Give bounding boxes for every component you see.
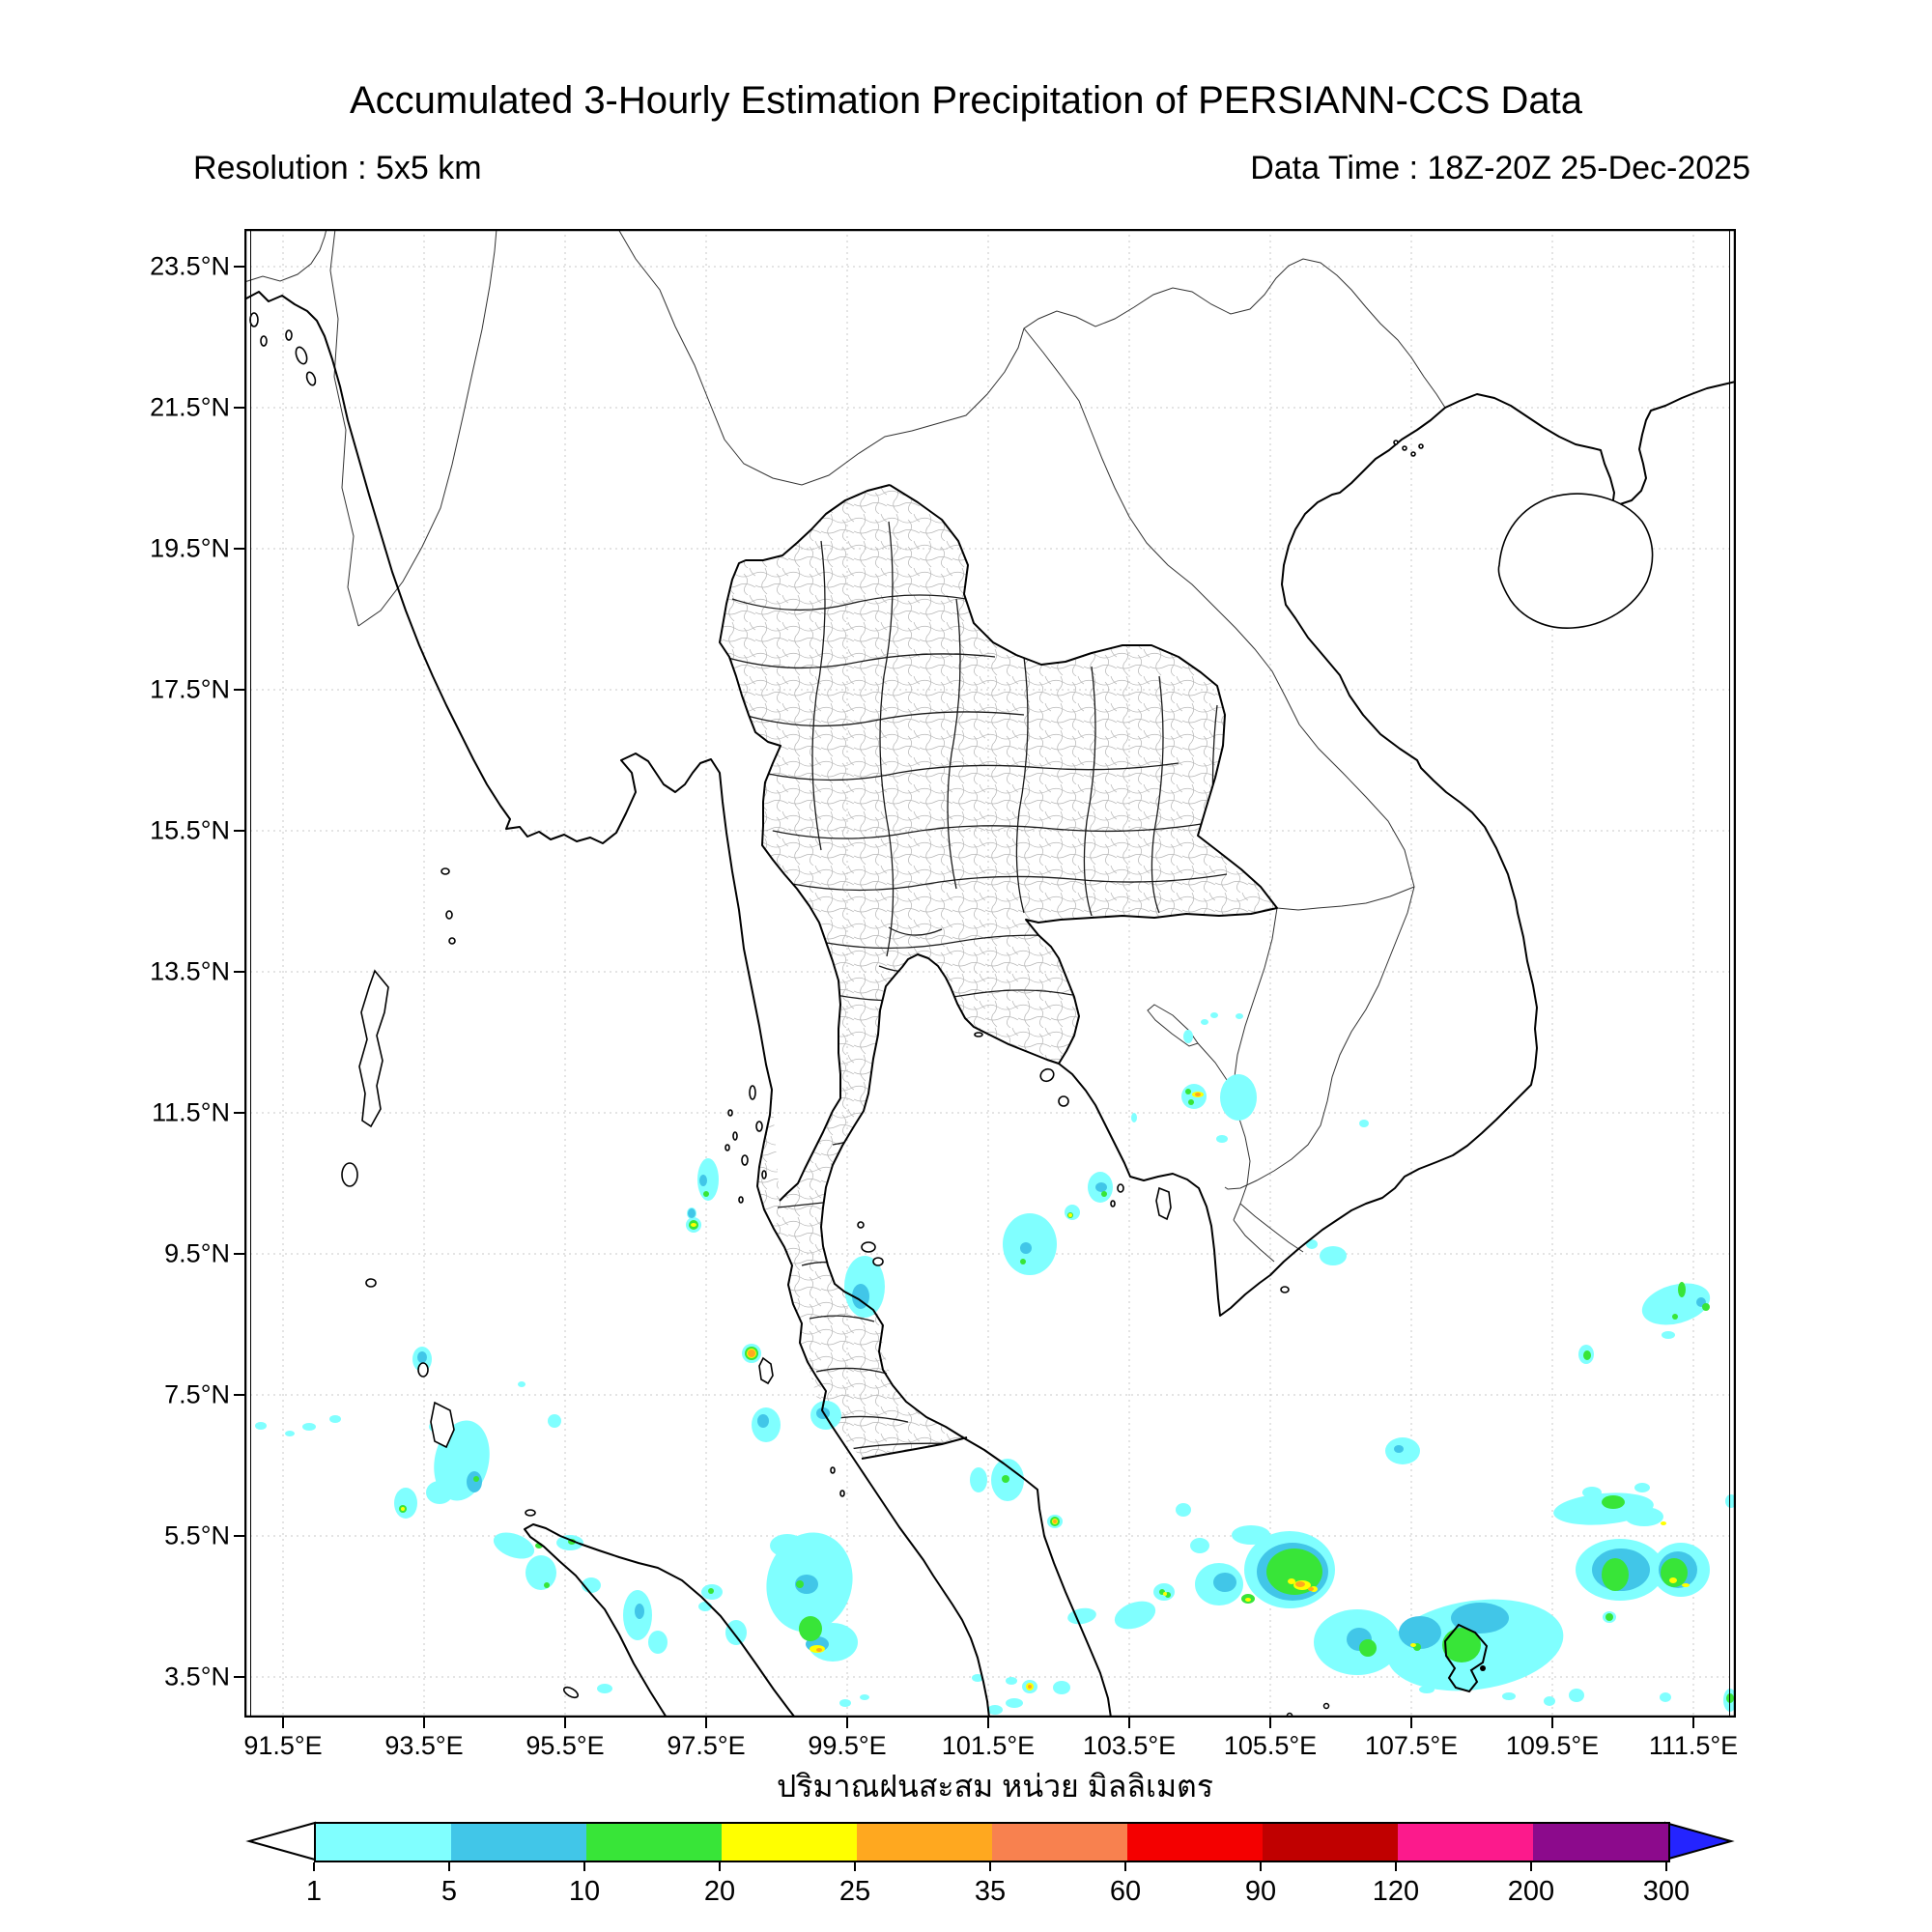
lon-tick-mark [705, 1718, 707, 1728]
islands [249, 312, 1654, 1699]
colorbar-tick-mark [1124, 1862, 1126, 1871]
colorbar-tick-label: 90 [1244, 1876, 1277, 1907]
lon-tick-label: 105.5°E [1223, 1731, 1318, 1760]
lon-tick-mark [564, 1718, 566, 1728]
colorbar-tick-label: 35 [974, 1876, 1007, 1907]
lon-tick-mark [987, 1718, 989, 1728]
resolution-label: Resolution : 5x5 km [193, 150, 482, 186]
colorbar-tick-label: 20 [703, 1876, 736, 1907]
phu-quoc-island [1155, 1186, 1172, 1221]
lon-tick-mark [1128, 1718, 1130, 1728]
lat-tick-mark [234, 1112, 244, 1114]
lon-tick-label: 109.5°E [1505, 1731, 1600, 1760]
colorbar-tick-mark [854, 1862, 856, 1871]
lat-tick-label: 19.5°N [150, 533, 230, 563]
lat-tick-mark [234, 266, 244, 268]
hainan-island [1497, 493, 1654, 629]
colorbar-segment [1398, 1824, 1533, 1861]
lat-tick-label: 15.5°N [150, 815, 230, 845]
lon-tick-label: 111.5°E [1648, 1731, 1739, 1760]
colorbar-tick-mark [448, 1862, 450, 1871]
colorbar-tick-mark [719, 1862, 721, 1871]
thai-units-caption: ปริมาณฝนสะสม หน่วย มิลลิเมตร [777, 1769, 1213, 1804]
lat-tick-label: 5.5°N [164, 1520, 230, 1550]
lat-tick-label: 3.5°N [164, 1662, 230, 1691]
colorbar-tick-label: 120 [1372, 1876, 1420, 1907]
colorbar-segment [451, 1824, 586, 1861]
lat-tick-mark [234, 1535, 244, 1537]
lon-tick-label: 95.5°E [526, 1731, 605, 1760]
lon-tick-mark [1410, 1718, 1412, 1728]
lat-tick-mark [234, 548, 244, 550]
colorbar-segment [316, 1824, 451, 1861]
lon-tick-label: 97.5°E [667, 1731, 746, 1760]
lon-tick-label: 103.5°E [1082, 1731, 1177, 1760]
lon-tick-mark [1692, 1718, 1694, 1728]
lat-tick-label: 23.5°N [150, 251, 230, 281]
colorbar-under-arrow [245, 1821, 316, 1861]
precip-25-35mm [748, 1093, 1314, 1689]
andaman-islands [358, 969, 389, 1128]
lat-tick-mark [234, 830, 244, 832]
colorbar-tick-label: 5 [440, 1876, 458, 1907]
colorbar-tick-label: 60 [1109, 1876, 1142, 1907]
data-time-label: Data Time : 18Z-20Z 25-Dec-2025 [1250, 150, 1750, 186]
colorbar-segment [1263, 1824, 1398, 1861]
lon-tick-mark [1269, 1718, 1271, 1728]
colorbar-tick-label: 1 [305, 1876, 323, 1907]
lon-tick-label: 91.5°E [243, 1731, 323, 1760]
lon-tick-mark [423, 1718, 425, 1728]
lon-tick-mark [846, 1718, 848, 1728]
colorbar [314, 1822, 1670, 1862]
colorbar-segment [857, 1824, 992, 1861]
colorbar-tick-mark [583, 1862, 585, 1871]
lat-tick-mark [234, 1253, 244, 1255]
phuket-island [758, 1356, 774, 1385]
precipitation-map [244, 229, 1736, 1718]
colorbar-segment [1533, 1824, 1668, 1861]
colorbar-tick-mark [989, 1862, 991, 1871]
colorbar-tick-label: 25 [838, 1876, 871, 1907]
lon-tick-mark [1551, 1718, 1553, 1728]
thailand-outline [719, 484, 1278, 1460]
colorbar-tick-mark [1260, 1862, 1262, 1871]
colorbar-over-arrow [1664, 1821, 1735, 1861]
lat-tick-label: 13.5°N [150, 956, 230, 986]
natuna-island [1286, 1623, 1489, 1718]
colorbar-tick-mark [1530, 1862, 1532, 1871]
lon-tick-label: 101.5°E [941, 1731, 1036, 1760]
colorbar-tick-mark [1665, 1862, 1667, 1871]
lat-tick-label: 21.5°N [150, 392, 230, 422]
lat-tick-label: 11.5°N [152, 1097, 230, 1127]
precip-10-20mm [399, 1089, 1734, 1703]
colorbar-segment [1127, 1824, 1263, 1861]
lon-tick-label: 93.5°E [384, 1731, 464, 1760]
lat-tick-mark [234, 689, 244, 691]
colorbar-segment [586, 1824, 722, 1861]
lat-tick-mark [234, 1394, 244, 1396]
colorbar-tick-label: 10 [568, 1876, 601, 1907]
lat-tick-mark [234, 1676, 244, 1678]
colorbar-tick-mark [1395, 1862, 1397, 1871]
lat-tick-label: 9.5°N [164, 1238, 230, 1268]
colorbar-tick-label: 300 [1642, 1876, 1690, 1907]
map-frame [244, 229, 1736, 1718]
lat-tick-mark [234, 971, 244, 973]
lat-tick-mark [234, 407, 244, 409]
colorbar-tick-label: 200 [1507, 1876, 1555, 1907]
lon-tick-mark [282, 1718, 284, 1728]
colorbar-segment [992, 1824, 1127, 1861]
precipitation-cells [255, 1012, 1736, 1715]
lon-tick-label: 107.5°E [1364, 1731, 1459, 1760]
page-title: Accumulated 3-Hourly Estimation Precipit… [349, 79, 1583, 122]
colorbar-segment [722, 1824, 857, 1861]
lat-tick-label: 7.5°N [164, 1379, 230, 1409]
coastlines [244, 291, 1736, 1718]
lat-tick-label: 17.5°N [150, 674, 230, 704]
lon-tick-label: 99.5°E [808, 1731, 887, 1760]
colorbar-tick-mark [313, 1862, 315, 1871]
